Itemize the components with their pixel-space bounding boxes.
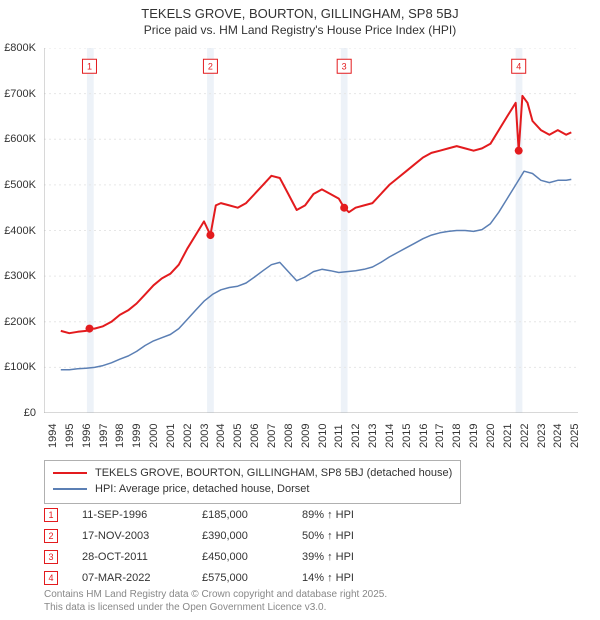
event-delta: 50% ↑ HPI [302,530,354,542]
x-tick-label: 2013 [367,424,379,448]
x-tick-label: 2023 [536,424,548,448]
svg-text:1: 1 [87,61,92,71]
event-marker: 3 [44,550,58,564]
legend-label: TEKELS GROVE, BOURTON, GILLINGHAM, SP8 5… [95,467,452,479]
line-chart: 1 2 3 4 [44,48,578,413]
x-tick-label: 2004 [215,424,227,448]
event-price: £450,000 [202,551,302,563]
event-date: 28-OCT-2011 [82,551,202,563]
event-row: 1 11-SEP-1996£185,00089% ↑ HPI [44,504,354,525]
event-date: 17-NOV-2003 [82,530,202,542]
svg-text:3: 3 [342,61,347,71]
x-axis: 1994 1995 1996 1997 1998 1999 2000 2001 2002 2003… [44,418,578,454]
x-tick-label: 1995 [64,424,76,448]
x-tick-label: 2012 [350,424,362,448]
x-tick-label: 2025 [569,424,581,448]
footer-line-2: This data is licensed under the Open Gov… [44,602,387,615]
x-tick-label: 2009 [300,424,312,448]
chart-container: TEKELS GROVE, BOURTON, GILLINGHAM, SP8 5… [0,0,600,620]
x-tick-label: 2018 [451,424,463,448]
y-tick-label: £800K [4,42,36,54]
event-row: 4 07-MAR-2022£575,00014% ↑ HPI [44,567,354,588]
x-tick-label: 2005 [232,424,244,448]
legend-label: HPI: Average price, detached house, Dors… [95,483,309,495]
event-row: 2 17-NOV-2003£390,00050% ↑ HPI [44,525,354,546]
x-tick-label: 2015 [401,424,413,448]
x-tick-label: 2002 [182,424,194,448]
x-tick-label: 2007 [266,424,278,448]
legend-swatch [53,488,87,490]
svg-text:2: 2 [208,61,213,71]
event-date: 07-MAR-2022 [82,572,202,584]
event-table: 1 11-SEP-1996£185,00089% ↑ HPI 2 17-NOV-200… [44,504,354,588]
event-marker: 1 [44,508,58,522]
y-axis: £0£100K£200K£300K£400K£500K£600K£700K£80… [0,48,40,413]
x-tick-label: 2022 [519,424,531,448]
event-marker: 2 [44,529,58,543]
x-tick-label: 2020 [485,424,497,448]
x-tick-label: 2021 [502,424,514,448]
x-tick-label: 2024 [552,424,564,448]
y-tick-label: £300K [4,270,36,282]
event-date: 11-SEP-1996 [82,509,202,521]
footer-attribution: Contains HM Land Registry data © Crown c… [44,589,387,614]
x-tick-label: 2006 [249,424,261,448]
event-delta: 14% ↑ HPI [302,572,354,584]
y-tick-label: £100K [4,361,36,373]
x-tick-label: 1998 [114,424,126,448]
y-tick-label: £700K [4,88,36,100]
event-price: £185,000 [202,509,302,521]
y-tick-label: £400K [4,225,36,237]
legend-item: HPI: Average price, detached house, Dors… [53,481,452,497]
svg-text:4: 4 [516,61,521,71]
x-tick-label: 2008 [283,424,295,448]
chart-subtitle: Price paid vs. HM Land Registry's House … [0,23,600,37]
y-tick-label: £600K [4,133,36,145]
x-tick-label: 1996 [81,424,93,448]
chart-title: TEKELS GROVE, BOURTON, GILLINGHAM, SP8 5… [0,6,600,21]
x-tick-label: 2016 [418,424,430,448]
x-tick-label: 2003 [199,424,211,448]
x-tick-label: 2011 [333,424,345,448]
x-tick-label: 2001 [165,424,177,448]
x-tick-label: 1994 [47,424,59,448]
y-tick-label: £200K [4,316,36,328]
legend-swatch [53,472,87,474]
event-price: £575,000 [202,572,302,584]
legend-item: TEKELS GROVE, BOURTON, GILLINGHAM, SP8 5… [53,465,452,481]
x-tick-label: 1997 [98,424,110,448]
x-tick-label: 1999 [131,424,143,448]
event-marker: 4 [44,571,58,585]
y-tick-label: £0 [24,407,36,419]
event-row: 3 28-OCT-2011£450,00039% ↑ HPI [44,546,354,567]
x-tick-label: 2014 [384,424,396,448]
x-tick-label: 2000 [148,424,160,448]
x-tick-label: 2017 [434,424,446,448]
legend: TEKELS GROVE, BOURTON, GILLINGHAM, SP8 5… [44,460,461,504]
event-delta: 39% ↑ HPI [302,551,354,563]
y-tick-label: £500K [4,179,36,191]
event-price: £390,000 [202,530,302,542]
event-delta: 89% ↑ HPI [302,509,354,521]
title-block: TEKELS GROVE, BOURTON, GILLINGHAM, SP8 5… [0,0,600,37]
x-tick-label: 2019 [468,424,480,448]
x-tick-label: 2010 [317,424,329,448]
footer-line-1: Contains HM Land Registry data © Crown c… [44,589,387,602]
chart-area: 1 2 3 4 [44,48,578,413]
